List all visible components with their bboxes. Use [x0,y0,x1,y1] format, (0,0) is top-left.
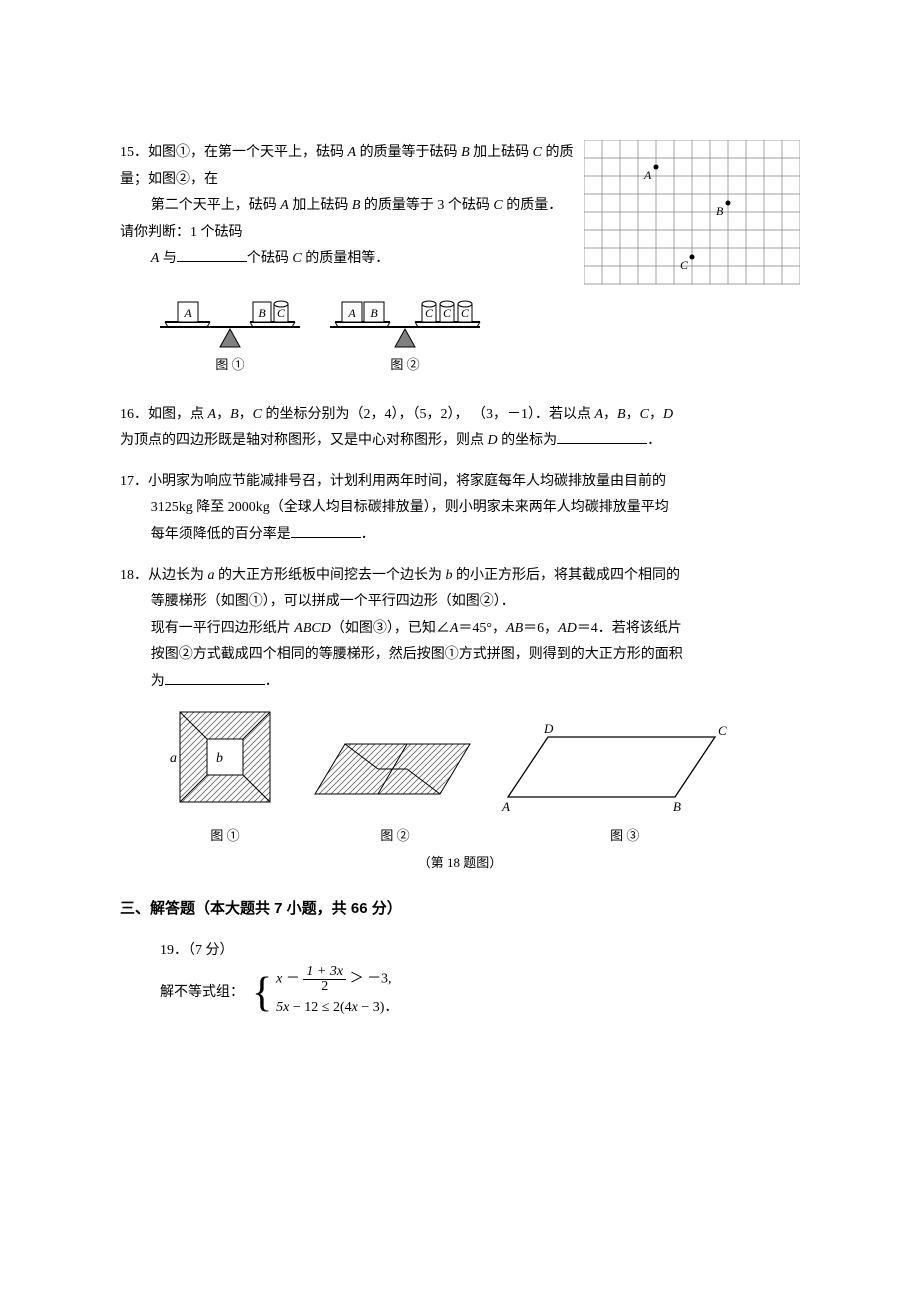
eq-var: x [276,971,282,986]
q15-number: 15． [120,145,148,160]
frac-den: 2 [303,979,346,994]
blank-q16 [557,429,647,444]
fraction: 1 + 3x 2 [303,965,346,994]
frac-num: 1 + 3x [303,965,346,979]
q15-text: 个砝码 [247,251,293,266]
svg-text:a: a [170,751,177,766]
q19-points: （7 分） [188,943,234,958]
q18-text: ＝45°， [458,621,506,636]
q18-text: 的小正方形后，将其截成四个相同的 [453,568,681,583]
var-b: b [446,568,453,583]
q17-number: 17． [120,474,148,489]
var-C: C [292,251,301,266]
q15-text: 第二个天平上，砝码 [151,198,281,213]
q16-text: 为顶点的四边形既是轴对称图形，又是中心对称图形，则点 [120,433,488,448]
q18-figures: a b 图 ① 图 ② D [160,704,800,849]
blank-q15 [177,247,247,262]
q17-text: 3125kg 降至 2000kg（全球人均目标碳排放量），则小明家未来两年人均碳… [151,500,669,515]
q19-equations: x － 1 + 3x 2 ＞ －3, 5x − 12 ≤ 2(4x − 3)． [276,965,398,1022]
var-C: C [533,145,542,160]
q16-text: 的坐标为 [498,433,558,448]
svg-text:D: D [543,721,554,736]
var-C: C [493,198,502,213]
svg-text:B: B [370,306,378,320]
q15-text: 的质量等于 3 个砝码 [360,198,493,213]
q16-text: 的坐标分别为（2，4），（5，2）， （3，－1）．若以点 [262,407,595,422]
section-3-title: 三、解答题（本大题共 7 小题，共 66 分） [120,895,800,924]
blank-q18 [165,670,265,685]
q18-number: 18． [120,568,148,583]
svg-text:A: A [183,306,192,320]
q18-text: 按图②方式截成四个相同的等腰梯形，然后按图①方式拼图，则得到的大正方形的面积 [151,647,683,662]
q18-text: ＝6， [523,621,558,636]
period: ． [647,433,661,448]
q15-text: 加上砝码 [289,198,352,213]
question-15: 15．如图①，在第一个天平上，砝码 A 的质量等于砝码 B 加上砝码 C 的质量… [120,140,800,388]
svg-text:B: B [673,799,681,814]
var-A: A [280,198,289,213]
q18-caption1: 图 ① [160,824,290,849]
var-a: a [208,568,215,583]
question-19: 19．（7 分） 解不等式组： { x － 1 + 3x 2 ＞ －3, 5x … [160,938,800,1022]
var-D: D [663,407,673,422]
var-AB: AB [506,621,523,636]
q16-number: 16． [120,407,148,422]
q18-overall-caption: （第 18 题图） [120,851,800,876]
var-D: D [488,433,498,448]
svg-text:B: B [716,204,724,218]
q18-caption3: 图 ③ [610,828,639,843]
var-C: C [640,407,649,422]
q15-text: 如图①，在第一个天平上，砝码 [148,145,344,160]
q18-text: 现有一平行四边形纸片 [151,621,295,636]
q17-text: 小明家为响应节能减排号召，计划利用两年时间，将家庭每年人均碳排放量由目前的 [148,474,666,489]
svg-text:B: B [258,306,266,320]
var-B: B [230,407,239,422]
svg-text:A: A [347,306,356,320]
q16-text: 如图，点 [148,407,208,422]
q15-figure: A B C 图 ① [150,277,576,388]
var-AD: AD [558,621,577,636]
q18-text: 为 [151,674,165,689]
var-B: B [617,407,626,422]
svg-text:A: A [643,168,652,182]
svg-text:C: C [680,258,689,272]
q18-text: （如图③），已知∠ [331,621,450,636]
period: ． [265,674,279,689]
var-C: C [253,407,262,422]
q18-text: ＝4．若将该纸片 [577,621,682,636]
question-17: 17．小明家为响应节能减排号召，计划利用两年时间，将家庭每年人均碳排放量由目前的… [120,469,800,549]
var-A: A [348,145,357,160]
q15-text: 与 [159,251,177,266]
blank-q17 [291,523,361,538]
svg-text:图 ②: 图 ② [390,357,419,372]
q15-grid: A B C [584,140,800,301]
eq-rhs: －3, [367,971,392,986]
q18-caption2: 图 ② [310,824,480,849]
svg-text:C: C [277,306,286,320]
svg-text:C: C [425,306,434,320]
q18-text: 等腰梯形（如图①），可以拼成一个平行四边形（如图②）． [151,594,515,609]
period: ． [361,527,375,542]
q19-number: 19． [160,943,188,958]
svg-text:C: C [443,306,452,320]
svg-text:A: A [501,799,510,814]
svg-text:图 ①: 图 ① [215,357,244,372]
q15-text: 的质量相等． [302,251,390,266]
question-18: 18．从边长为 a 的大正方形纸板中间挖去一个边长为 b 的小正方形后，将其截成… [120,563,800,876]
q17-text: 每年须降低的百分率是 [151,527,291,542]
brace-icon: { [252,972,272,1014]
q15-text: 的质量等于砝码 [356,145,461,160]
svg-text:b: b [216,751,223,766]
var-A: A [594,407,603,422]
svg-text:C: C [718,723,727,738]
svg-text:C: C [461,306,470,320]
question-16: 16．如图，点 A，B，C 的坐标分别为（2，4），（5，2）， （3，－1）．… [120,402,800,455]
var-B: B [461,145,470,160]
var-ABCD: ABCD [294,621,331,636]
q15-text: 加上砝码 [470,145,533,160]
q19-prefix: 解不等式组： [160,980,244,1007]
q18-text: 的大正方形纸板中间挖去一个边长为 [215,568,446,583]
var-A: A [208,407,217,422]
q18-text: 从边长为 [148,568,208,583]
